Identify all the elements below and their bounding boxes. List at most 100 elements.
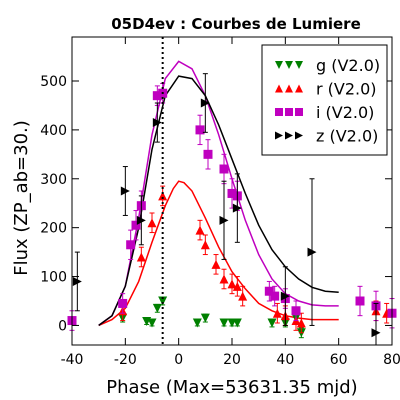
marker-g (200, 313, 210, 323)
data-point-g (200, 313, 210, 323)
y-tick-label: 0 (58, 318, 67, 334)
marker-r (272, 308, 282, 318)
data-point-r (227, 273, 237, 295)
legend-marker-z (275, 131, 283, 140)
plot-area: -40 -20 0 20 40 60 80 0 100 200 300 400 500 (40, 36, 400, 368)
data-point-g (192, 318, 202, 328)
marker-g (267, 318, 277, 328)
data-points (67, 73, 397, 346)
data-point-z (232, 173, 242, 243)
x-tick-label: -20 (114, 352, 137, 368)
data-point-i (118, 293, 128, 314)
y-tick-label: 400 (40, 123, 67, 139)
marker-r (227, 279, 237, 289)
x-tick-label: 40 (276, 352, 294, 368)
marker-z (120, 186, 130, 196)
marker-i (126, 240, 136, 250)
marker-i (270, 291, 280, 301)
marker-i (219, 164, 229, 174)
legend-label-i: i (V2.0) (316, 103, 374, 122)
axis-ticks: -40 -20 0 20 40 60 80 0 100 200 300 400 500 (40, 37, 400, 368)
data-point-z (72, 251, 82, 312)
data-point-r (136, 246, 146, 268)
data-point-i (270, 285, 280, 307)
data-point-z (120, 166, 130, 216)
marker-r (232, 281, 242, 291)
data-point-i (355, 285, 365, 317)
data-point-r (147, 212, 157, 234)
data-point-z (280, 266, 290, 326)
curve-r (98, 180, 339, 327)
marker-r (296, 318, 306, 328)
marker-r (219, 274, 229, 284)
marker-z (371, 328, 381, 338)
marker-z (219, 215, 229, 225)
marker-i (195, 125, 205, 135)
data-point-i (291, 300, 301, 322)
data-point-r (211, 254, 221, 275)
marker-i (264, 286, 274, 296)
marker-i (291, 306, 301, 316)
y-tick-label: 300 (40, 172, 67, 188)
legend-marker-r (275, 84, 283, 93)
legend-marker-z (285, 131, 293, 140)
data-point-r (232, 276, 242, 297)
data-point-i (203, 139, 213, 170)
x-tick-label: 80 (383, 352, 400, 368)
marker-r (158, 191, 168, 201)
data-point-g (152, 303, 162, 313)
data-point-i (131, 210, 141, 241)
marker-i (227, 188, 237, 198)
legend-marker-i (275, 108, 283, 116)
data-point-z (152, 102, 162, 143)
marker-i (118, 298, 128, 308)
marker-r (211, 259, 221, 269)
legend-marker-g (295, 61, 303, 69)
marker-g (219, 318, 229, 328)
y-tick-label: 500 (40, 74, 67, 90)
data-point-i (195, 114, 205, 146)
data-point-z (200, 73, 210, 133)
marker-g (192, 318, 202, 328)
legend-marker-i (295, 108, 303, 116)
marker-z (307, 247, 317, 257)
data-point-r (195, 219, 205, 241)
marker-i (203, 149, 213, 159)
legend: g (V2.0) r (V2.0) i (V2.0) z (V2.0) (261, 44, 388, 156)
data-point-g (267, 318, 277, 328)
legend-marker-r (285, 84, 293, 93)
legend-marker-z (295, 131, 303, 140)
marker-i (355, 296, 365, 306)
legend-marker-i (285, 108, 293, 116)
legend-label-z: z (V2.0) (316, 127, 378, 146)
marker-z (280, 291, 290, 301)
data-point-z (307, 178, 317, 326)
marker-r (147, 218, 157, 228)
marker-z (72, 276, 82, 286)
data-point-r (238, 285, 248, 307)
x-axis-label: Phase (Max=53631.35 mjd) (106, 377, 357, 398)
data-point-r (200, 234, 210, 256)
marker-r (136, 252, 146, 262)
marker-z (232, 203, 242, 213)
y-tick-label: 100 (40, 270, 67, 286)
marker-g (158, 296, 168, 306)
marker-g (232, 318, 242, 328)
data-point-z (136, 195, 146, 246)
x-tick-label: 60 (330, 352, 348, 368)
x-tick-label: 0 (174, 352, 183, 368)
marker-i (152, 91, 162, 101)
y-tick-label: 200 (40, 221, 67, 237)
data-point-i (219, 153, 229, 185)
legend-label-g: g (V2.0) (316, 56, 380, 75)
data-point-g (232, 318, 242, 328)
data-point-g (147, 318, 157, 328)
y-axis-label: Flux (ZP_ab=30.) (11, 120, 32, 276)
legend-box (261, 44, 388, 156)
marker-r (195, 225, 205, 235)
data-point-g (219, 318, 229, 328)
marker-r (200, 240, 210, 250)
marker-g (152, 303, 162, 313)
marker-g (147, 318, 157, 328)
